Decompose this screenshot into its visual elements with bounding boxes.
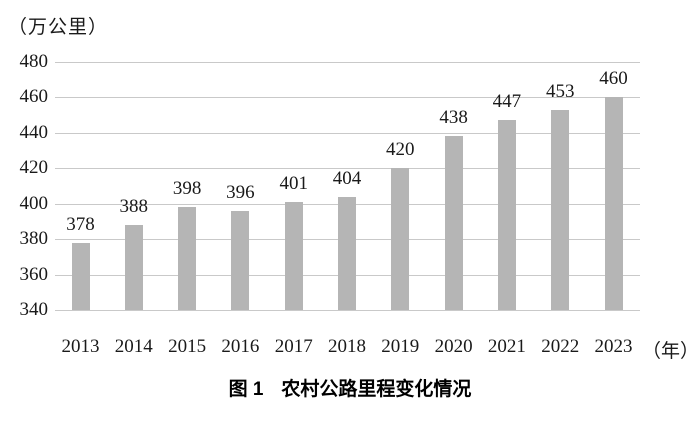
x-axis-tick-label: 2018 — [328, 336, 366, 357]
y-axis-tick-label: 360 — [19, 263, 49, 285]
bar-value-label: 460 — [599, 68, 628, 90]
bar-value-label: 447 — [492, 91, 522, 113]
y-axis-tick-label: 340 — [19, 299, 49, 320]
y-axis-tick-label: 460 — [19, 86, 49, 108]
bar — [444, 136, 463, 310]
figure-caption: 图 1 农村公路里程变化情况 — [0, 374, 700, 401]
x-axis-tick-label: 2017 — [274, 336, 313, 357]
y-axis-unit-label: （万公里） — [8, 17, 109, 38]
x-axis-tick-label: 2013 — [61, 336, 100, 357]
bar — [178, 207, 197, 310]
bar-value-label: 378 — [66, 213, 95, 235]
bar-value-label: 453 — [545, 80, 575, 102]
x-axis-tick-label: 2021 — [487, 336, 526, 357]
bar — [284, 201, 303, 310]
figure-number: 图 1 — [228, 379, 264, 400]
figure-title: 农村公路里程变化情况 — [281, 379, 472, 400]
bar — [231, 210, 250, 310]
gridline — [55, 168, 640, 170]
y-axis-tick-label: 440 — [19, 121, 49, 143]
bar-value-label: 396 — [226, 181, 255, 203]
y-axis-tick-label: 400 — [19, 192, 49, 214]
x-axis-tick-label: 2020 — [434, 336, 473, 357]
gridline — [55, 132, 640, 134]
x-axis-tick-label: 2014 — [114, 336, 153, 357]
gridline — [55, 62, 640, 63]
x-axis-tick-label: 2022 — [541, 336, 580, 357]
bar-value-label: 398 — [172, 178, 202, 200]
bar — [497, 120, 516, 310]
y-axis-tick-label: 380 — [19, 228, 49, 250]
bar-value-label: 388 — [119, 195, 149, 217]
bar — [391, 168, 410, 310]
x-axis-tick-label: 2019 — [381, 336, 420, 357]
gridline — [55, 97, 640, 99]
gridline — [55, 310, 640, 311]
x-axis-tick-label: 2023 — [594, 336, 633, 357]
bar — [551, 109, 570, 310]
x-axis-tick-label: 2016 — [221, 336, 260, 357]
y-axis-tick-label: 480 — [19, 51, 49, 72]
x-axis-unit-label: （年） — [642, 341, 700, 362]
bar-value-label: 420 — [386, 139, 415, 161]
y-axis-tick-label: 420 — [19, 157, 49, 179]
plot-area: 378 388 398 396 401 404 420 438 447 453 460 — [55, 62, 640, 311]
bar-value-label: 401 — [279, 172, 308, 194]
bar — [124, 224, 143, 310]
bar — [604, 97, 623, 310]
bar — [338, 196, 356, 310]
bar — [71, 242, 90, 310]
bar-value-label: 404 — [332, 167, 362, 189]
x-axis-tick-label: 2015 — [168, 336, 207, 357]
bar-value-label: 438 — [439, 107, 468, 129]
